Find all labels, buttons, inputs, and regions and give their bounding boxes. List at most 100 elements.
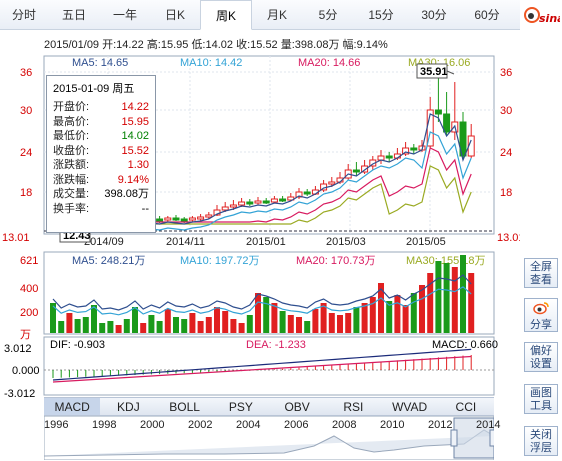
share-button[interactable]: 分享 bbox=[524, 298, 558, 332]
indicator-tab-boll[interactable]: BOLL bbox=[169, 400, 200, 414]
volume-bar bbox=[74, 319, 81, 333]
year-label: 2010 bbox=[380, 419, 405, 431]
tab-4[interactable]: 周K bbox=[200, 0, 252, 30]
volume-axis-label: 621 bbox=[20, 255, 38, 267]
indicator-tab-cci[interactable]: CCI bbox=[455, 400, 477, 414]
info-close: 收:15.52 bbox=[236, 39, 278, 51]
tab-3[interactable]: 日K bbox=[164, 8, 185, 22]
fullscreen-button[interactable]: 全屏查看 bbox=[524, 258, 558, 288]
price-axis-right: 30 bbox=[500, 105, 512, 117]
close-overlay-label: 关闭浮层 bbox=[530, 429, 552, 454]
volume-bar bbox=[427, 273, 434, 333]
candle-body bbox=[180, 218, 188, 222]
volume-bar bbox=[263, 297, 270, 333]
candle-body bbox=[459, 121, 467, 157]
tooltip-value: -- bbox=[141, 202, 149, 215]
tab-6[interactable]: 5分 bbox=[318, 8, 338, 22]
tooltip-key: 收盘价: bbox=[53, 144, 90, 157]
indicator-tab-macd[interactable]: MACD bbox=[44, 398, 101, 415]
volume-bar bbox=[66, 313, 73, 333]
drawing-tools-button[interactable]: 画图工具 bbox=[524, 384, 558, 414]
tab-9[interactable]: 60分 bbox=[474, 8, 500, 22]
volume-bar bbox=[451, 267, 458, 333]
volume-bar bbox=[82, 317, 89, 333]
volume-bar bbox=[238, 323, 245, 333]
price-axis-right: 13.01 bbox=[497, 232, 520, 244]
price-axis-left: 18 bbox=[20, 187, 32, 199]
indicator-tab-rsi[interactable]: RSI bbox=[343, 400, 364, 414]
date-axis-label: 2015/01 bbox=[246, 236, 286, 248]
indicator-tab-kdj[interactable]: KDJ bbox=[117, 400, 140, 414]
info-open: 开:14.22 bbox=[102, 39, 144, 51]
volume-bar bbox=[312, 309, 319, 333]
tab-5[interactable]: 月K bbox=[266, 8, 287, 22]
volume-bar bbox=[173, 317, 179, 333]
volume-bar bbox=[435, 261, 442, 333]
weibo-icon bbox=[533, 302, 549, 315]
candle-body bbox=[443, 113, 451, 133]
overview-timeline[interactable] bbox=[44, 416, 494, 460]
tab-7[interactable]: 15分 bbox=[368, 8, 394, 22]
tooltip-value: 15.95 bbox=[121, 115, 149, 128]
period-tabs: 分时 五日 一年 日K 周K 月K 5分 15分 30分 60分 bbox=[0, 0, 520, 30]
dea-line bbox=[52, 355, 472, 383]
indicator-tab-obv[interactable]: OBV bbox=[284, 400, 310, 414]
tab-2[interactable]: 一年 bbox=[112, 8, 137, 22]
volume-bar bbox=[132, 307, 138, 333]
volume-bar bbox=[337, 315, 343, 333]
volume-bar bbox=[443, 263, 450, 333]
volume-bar bbox=[394, 295, 401, 333]
candle-body bbox=[279, 198, 287, 202]
price-axis-left: 24 bbox=[20, 147, 32, 159]
candle-body bbox=[254, 200, 262, 204]
dif-line bbox=[52, 348, 472, 381]
candle-body bbox=[262, 200, 270, 204]
macd-legend: MACD: 0.660 bbox=[432, 339, 498, 351]
volume-axis-label: 400 bbox=[20, 283, 38, 295]
tooltip-row: 收盘价: 15.52 bbox=[53, 144, 149, 159]
date-axis-label: 2014/11 bbox=[166, 236, 205, 248]
candle-body bbox=[221, 206, 229, 211]
year-label: 2004 bbox=[236, 419, 261, 431]
candle-body bbox=[270, 198, 278, 203]
volume-bar bbox=[468, 273, 475, 333]
indicator-tab-psy[interactable]: PSY bbox=[228, 400, 253, 414]
volume-bar bbox=[123, 319, 130, 333]
volume-bar bbox=[378, 283, 384, 333]
volume-bar bbox=[410, 293, 417, 333]
volume-bar bbox=[460, 255, 466, 333]
vol-ma10-line bbox=[52, 286, 472, 316]
volume-bar bbox=[402, 305, 409, 333]
volume-bar bbox=[50, 303, 56, 333]
tooltip-value: 1.30 bbox=[127, 159, 149, 171]
candle-body bbox=[295, 191, 303, 198]
year-labels: 1996 1998 2000 2002 2004 2006 2008 2010 2012 2014 bbox=[44, 419, 500, 433]
timeline-range-selector[interactable] bbox=[453, 417, 494, 459]
tab-8[interactable]: 30分 bbox=[421, 8, 447, 22]
close-overlay-button[interactable]: 关闭浮层 bbox=[524, 426, 558, 456]
volume-bar bbox=[255, 293, 261, 333]
preferences-button[interactable]: 偏好设置 bbox=[524, 342, 558, 372]
preferences-label: 偏好设置 bbox=[530, 345, 552, 370]
candle-body bbox=[188, 217, 196, 221]
range-handle-left[interactable] bbox=[450, 429, 458, 447]
year-label: 2014 bbox=[476, 419, 501, 431]
ma5-legend: MA5: 14.65 bbox=[72, 57, 128, 69]
volume-bar bbox=[58, 321, 65, 333]
vol-ma5-legend: MA5: 248.21万 bbox=[72, 255, 145, 267]
candle-body bbox=[156, 218, 164, 222]
candle-body bbox=[402, 147, 410, 155]
indicator-tab-wvad[interactable]: WVAD bbox=[392, 400, 428, 414]
tooltip-key: 成交量: bbox=[53, 188, 90, 200]
range-handle-right[interactable] bbox=[489, 429, 494, 447]
tooltip-key: 换手率: bbox=[53, 202, 90, 215]
candle-body bbox=[361, 165, 369, 173]
dea-legend: DEA: -1.233 bbox=[246, 339, 306, 351]
candle-body bbox=[303, 191, 311, 195]
volume-bar bbox=[107, 321, 114, 333]
tab-1[interactable]: 五日 bbox=[61, 8, 86, 22]
max-price-label: 35.91 bbox=[420, 66, 448, 78]
tab-0[interactable]: 分时 bbox=[11, 8, 36, 22]
candle-body bbox=[238, 201, 246, 206]
svg-text:sina: sina bbox=[539, 12, 560, 25]
